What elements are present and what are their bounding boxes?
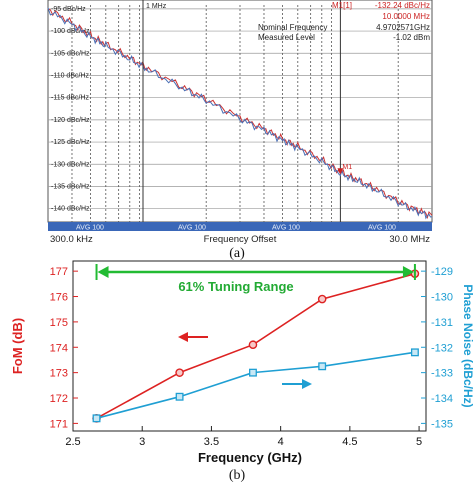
- panel-b-point-fom: [248, 340, 258, 350]
- panel-b-left-ticks: 171 172 173 174 175 176 177: [50, 266, 78, 430]
- readout-value-1: -1.02 dBm: [393, 33, 430, 42]
- panel-a: -95 dBc/Hz -100 dBc/Hz -105 dBc/Hz -110 dBc…: [47, 0, 433, 261]
- panel-b-right-tick-label: -134: [431, 393, 453, 405]
- panel-a-y-tick-label: -140 dBc/Hz: [51, 206, 90, 213]
- x-start-label: 300.0 kHz: [50, 234, 93, 245]
- panel-b-x-tick-label: 5: [416, 436, 422, 448]
- avg-label-1: AVG 100: [178, 225, 206, 232]
- panel-b-left-tick-label: 174: [50, 342, 68, 354]
- avg-label-2: AVG 100: [272, 225, 300, 232]
- panel-label-b: (b): [229, 468, 246, 483]
- panel-b-point-phase-noise: [175, 392, 184, 401]
- panel-b-point-phase-noise: [249, 368, 257, 377]
- panel-b-point-fom: [175, 368, 184, 377]
- panel-b-x-tick-label: 4: [278, 436, 284, 448]
- avg-label-0: AVG 100: [76, 225, 104, 232]
- panel-b-right-tick-label: -129: [431, 266, 453, 278]
- panel-b-left-tick-label: 172: [50, 393, 68, 405]
- readout-label-1: Measured Level: [258, 33, 315, 42]
- fom-arrow: [178, 332, 208, 342]
- panel-a-frequency-gridlines: [71, 0, 399, 222]
- panel-label-a: (a): [229, 246, 245, 261]
- panel-b-left-tick-label: 173: [50, 368, 68, 380]
- panel-a-y-tick-label: -120 dBc/Hz: [51, 117, 90, 124]
- panel-b-x-tick-label: 3: [139, 436, 145, 448]
- panel-b-left-tick-label: 176: [50, 292, 68, 304]
- status-bar: [48, 222, 432, 231]
- y-axis-label-right: Phase Noise (dBc/Hz): [461, 284, 474, 407]
- x-axis-label-b: Frequency (GHz): [198, 450, 302, 465]
- x-axis-label-a: Frequency Offset: [204, 234, 277, 245]
- panel-a-y-tick-label: -130 dBc/Hz: [51, 161, 90, 168]
- panel-b-x-ticks: 2.5 3 3.5 4 4.5 5: [65, 426, 422, 448]
- panel-b-series: [92, 269, 420, 423]
- panel-a-y-tick-label: -135 dBc/Hz: [51, 183, 90, 190]
- panel-a-y-tick-label: -115 dBc/Hz: [51, 95, 89, 102]
- panel-a-y-tick-label: -100 dBc/Hz: [51, 28, 90, 35]
- panel-b-left-tick-label: 175: [50, 317, 68, 329]
- panel-b-right-tick-label: -130: [431, 292, 453, 304]
- phase-noise-arrow: [282, 379, 312, 389]
- readout-value-0: 4.9702571GHz: [376, 23, 430, 32]
- panel-a-y-tick-label: -125 dBc/Hz: [51, 139, 90, 146]
- panel-b-point-phase-noise: [410, 348, 419, 357]
- tuning-range-arrow: [95, 264, 416, 280]
- marker-m1-label: M1: [342, 164, 352, 171]
- panel-a-y-tick-label: -95 dBc/Hz: [51, 6, 86, 13]
- panel-b-point-phase-noise: [318, 362, 327, 371]
- panel-b-x-tick-label: 2.5: [65, 436, 80, 448]
- avg-label-3: AVG 100: [368, 225, 396, 232]
- panel-a-traces: [47, 7, 433, 220]
- panel-b-x-tick-label: 4.5: [342, 436, 357, 448]
- marker-label: M1[1]: [332, 1, 352, 10]
- panel-b-right-tick-label: -135: [431, 418, 453, 430]
- tuning-range-label: 61% Tuning Range: [178, 279, 293, 294]
- panel-b-x-tick-label: 3.5: [204, 436, 219, 448]
- panel-b-right-ticks: -129 -130 -131 -132 -133 -134 -135: [421, 266, 453, 430]
- panel-b-right-tick-label: -131: [431, 317, 453, 329]
- panel-b-point-fom: [317, 294, 327, 304]
- marker-frequency: 10.0000 MHz: [382, 12, 430, 21]
- panel-b-left-tick-label: 177: [50, 266, 68, 278]
- readout-label-0: Nominal Frequency: [258, 23, 327, 32]
- panel-b-left-tick-label: 171: [50, 418, 68, 430]
- marker-m1-triangle: [337, 168, 344, 175]
- marker-value: -132.24 dBc/Hz: [375, 1, 430, 10]
- panel-b-right-tick-label: -132: [431, 342, 453, 354]
- panel-b-right-tick-label: -133: [431, 368, 453, 380]
- marker-1mhz-label: 1 MHz: [146, 3, 167, 10]
- panel-b-point-phase-noise: [92, 414, 101, 423]
- panel-a-y-tick-labels: -95 dBc/Hz -100 dBc/Hz -105 dBc/Hz -110 dBc…: [51, 6, 90, 213]
- panel-a-trace-1: [47, 7, 433, 220]
- panel-a-y-tick-label: -110 dBc/Hz: [51, 72, 89, 79]
- y-axis-label-left: FoM (dB): [10, 318, 25, 374]
- x-end-label: 30.0 MHz: [389, 234, 430, 245]
- panel-a-y-tick-label: -105 dBc/Hz: [51, 50, 90, 57]
